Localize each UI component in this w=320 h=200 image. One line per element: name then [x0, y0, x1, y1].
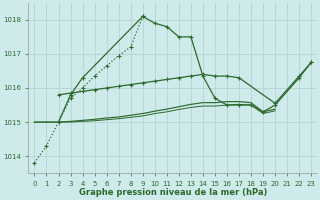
- X-axis label: Graphe pression niveau de la mer (hPa): Graphe pression niveau de la mer (hPa): [79, 188, 267, 197]
